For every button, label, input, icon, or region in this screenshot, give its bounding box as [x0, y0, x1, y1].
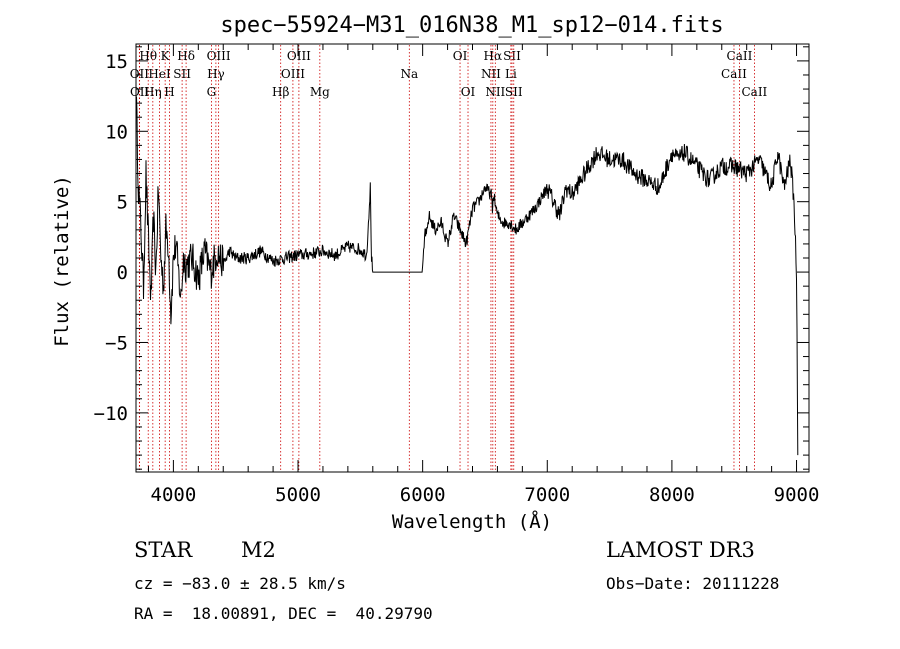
observation-date: Obs−Date: 20111228	[606, 574, 780, 593]
line-marker-label: Na	[400, 67, 418, 81]
line-marker-label: Hη	[144, 85, 162, 99]
y-tick-label: 10	[105, 121, 128, 143]
line-marker-label: SII	[503, 49, 521, 63]
line-marker-label: Mg	[310, 85, 330, 99]
spectrum-series	[135, 96, 799, 456]
line-marker-label: HeI	[148, 67, 171, 81]
y-tick-label: −10	[94, 403, 128, 425]
line-marker-label: CaII	[727, 49, 753, 63]
line-marker-label: G	[207, 85, 217, 99]
spectrum-line	[135, 96, 799, 456]
line-marker-label: OIII	[207, 49, 231, 63]
line-marker-label: NII	[481, 67, 501, 81]
y-tick-label: 5	[117, 192, 128, 214]
line-marker-label: Hα	[484, 49, 503, 63]
redshift-velocity: cz = −83.0 ± 28.5 km/s	[134, 574, 346, 593]
y-axis-label: Flux (relative)	[51, 175, 73, 347]
x-axis-label: Wavelength (Å)	[392, 510, 552, 533]
x-tick-label: 9000	[774, 484, 820, 506]
x-tick-label: 7000	[524, 484, 570, 506]
line-marker-label: OI	[461, 85, 476, 99]
object-class: STAR	[134, 538, 193, 562]
line-marker-label: K	[161, 49, 171, 63]
line-marker-label: Li	[505, 67, 517, 81]
chart-title: spec−55924−M31_016N38_M1_sp12−014.fits	[220, 13, 723, 38]
x-tick-label: 4000	[151, 484, 197, 506]
x-tick-label: 5000	[275, 484, 321, 506]
line-marker-label: H	[164, 85, 174, 99]
line-marker-label: OII	[130, 85, 150, 99]
y-tick-label: 0	[117, 262, 128, 284]
line-marker-label: Hβ	[272, 85, 289, 99]
y-tick-label: 15	[105, 51, 128, 73]
line-marker-label: SII	[173, 67, 191, 81]
line-marker-label: OIII	[281, 67, 305, 81]
line-marker-label: NII	[485, 85, 505, 99]
survey-name: LAMOST DR3	[606, 538, 755, 562]
object-subclass: M2	[241, 538, 276, 562]
line-marker-label: OIII	[287, 49, 311, 63]
line-marker-label: Hγ	[207, 67, 225, 81]
y-tick-label: −5	[105, 332, 128, 354]
line-marker-label: CaII	[741, 85, 767, 99]
line-marker-label: OI	[453, 49, 468, 63]
x-tick-label: 6000	[400, 484, 446, 506]
line-marker-label: SII	[505, 85, 523, 99]
sky-coordinates: RA = 18.00891, DEC = 40.29790	[134, 604, 433, 623]
line-marker-label: CaII	[721, 67, 747, 81]
x-tick-label: 8000	[649, 484, 695, 506]
axis-ticks: 4000 5000 6000 7000 8000 9000 −10 −5 0 5 10 15	[94, 44, 820, 506]
line-marker-label: Hδ	[177, 49, 195, 63]
